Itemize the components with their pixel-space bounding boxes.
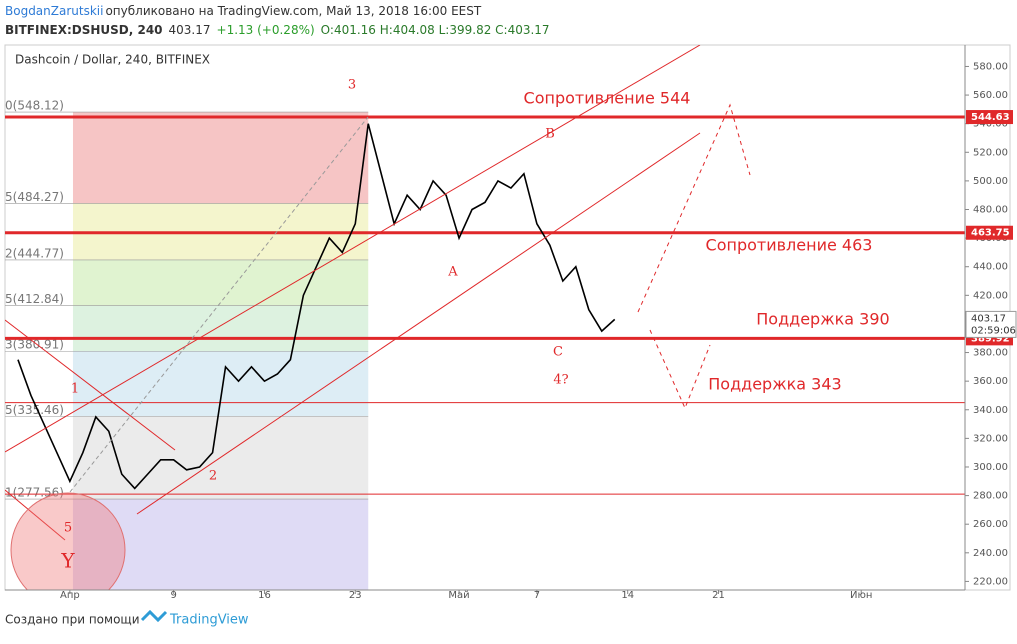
- level-label: Поддержка 390: [756, 310, 889, 329]
- y-tick-label: 280.00: [973, 491, 1008, 502]
- annotation: 2: [209, 469, 217, 484]
- price-label: 389.92: [971, 333, 1010, 344]
- x-tick-label: 23: [349, 590, 362, 601]
- price-label: 463.75: [971, 228, 1010, 239]
- countdown: 02:59:06: [971, 325, 1016, 336]
- y-tick-label: 360.00: [973, 376, 1008, 387]
- logo: [140, 609, 168, 623]
- y-tick-label: 500.00: [973, 176, 1008, 187]
- ohlc: O:401.16 H:404.08 L:399.82 C:403.17: [321, 23, 550, 37]
- annotation: 4?: [553, 373, 568, 388]
- last-box: [965, 310, 1017, 338]
- fib-band: [72, 112, 369, 204]
- x-tick-label: 9: [170, 590, 176, 601]
- fib-band: [72, 499, 369, 590]
- fib-label: 5(335.46): [5, 403, 64, 417]
- author[interactable]: BogdanZarutskii: [5, 4, 103, 18]
- price-box: [966, 110, 1013, 125]
- annotation: C: [553, 345, 563, 360]
- fib-label: 5(484.27): [5, 190, 64, 204]
- annotation: 3: [348, 78, 356, 93]
- footer-brand[interactable]: TradingView: [169, 613, 249, 628]
- header: BogdanZarutskii опубликовано на TradingVi…: [5, 4, 482, 18]
- level-label: Сопротивление 544: [524, 89, 691, 108]
- level-label: Сопротивление 463: [706, 236, 873, 255]
- fib-band: [72, 305, 369, 352]
- y-tick-label: 420.00: [973, 290, 1008, 301]
- y-tick-label: 240.00: [973, 548, 1008, 559]
- symbol-line: BITFINEX:DSHUSD, 240 403.17 +1.13 (+0.28%)…: [5, 23, 550, 37]
- price-label: 544.63: [971, 112, 1010, 123]
- y-tick-label: 320.00: [973, 433, 1008, 444]
- x-tick-label: 14: [621, 590, 634, 601]
- x-tick-label: Июн: [850, 590, 872, 601]
- y-tick-label: 560.00: [973, 90, 1008, 101]
- fib-label: 5(412.84): [5, 292, 64, 306]
- level-label: Поддержка 343: [708, 375, 841, 394]
- y-tick-label: 440.00: [973, 262, 1008, 273]
- chart-title: Dashcoin / Dollar, 240, BITFINEX: [15, 53, 210, 67]
- published: опубликовано на TradingView.com, Май 13,…: [105, 4, 481, 18]
- y-tick-label: 220.00: [973, 576, 1008, 587]
- y-tick-label: 380.00: [973, 348, 1008, 359]
- annotation: Y: [60, 549, 75, 573]
- change: +1.13 (+0.28%): [217, 23, 315, 37]
- annotation: 5: [64, 521, 72, 536]
- y-tick-label: 300.00: [973, 462, 1008, 473]
- y-tick-label: 340.00: [973, 405, 1008, 416]
- annotation: B: [545, 127, 555, 142]
- overlay: 220.00 240.00 260.00 280.00 300.00 320.00 340.…: [5, 45, 1017, 601]
- y-tick-label: 540.00: [973, 119, 1008, 130]
- x-tick-label: Май: [448, 590, 469, 601]
- y-tick-label: 480.00: [973, 205, 1008, 216]
- symbol: BITFINEX:DSHUSD, 240: [5, 23, 163, 37]
- fib-band: [72, 351, 369, 417]
- price-box: [966, 225, 1013, 240]
- x-tick-label: 7: [534, 590, 540, 601]
- plot: 0(548.12) 5(484.27) 2(444.77) 5(412.84) 3(38…: [5, 99, 965, 590]
- fib-label: 0(548.12): [5, 99, 64, 113]
- fib-label: 3(380.91): [5, 338, 64, 352]
- x-tick-label: 16: [258, 590, 271, 601]
- annotation: 1: [71, 382, 79, 397]
- drawings: [5, 45, 751, 590]
- last-price: 403.17: [971, 313, 1006, 324]
- price-line: [17, 123, 616, 490]
- fib-band: [72, 259, 369, 306]
- annotation: A: [447, 265, 458, 280]
- footer-made: Создано при помощи: [5, 613, 140, 627]
- fib-label: 2(444.77): [5, 246, 64, 260]
- x-tick-label: Апр: [60, 590, 80, 601]
- y-tick-label: 580.00: [973, 61, 1008, 72]
- y-tick-label: 260.00: [973, 519, 1008, 530]
- x-tick-label: 21: [712, 590, 725, 601]
- last: 403.17: [169, 23, 211, 37]
- y-tick-label: 520.00: [973, 147, 1008, 158]
